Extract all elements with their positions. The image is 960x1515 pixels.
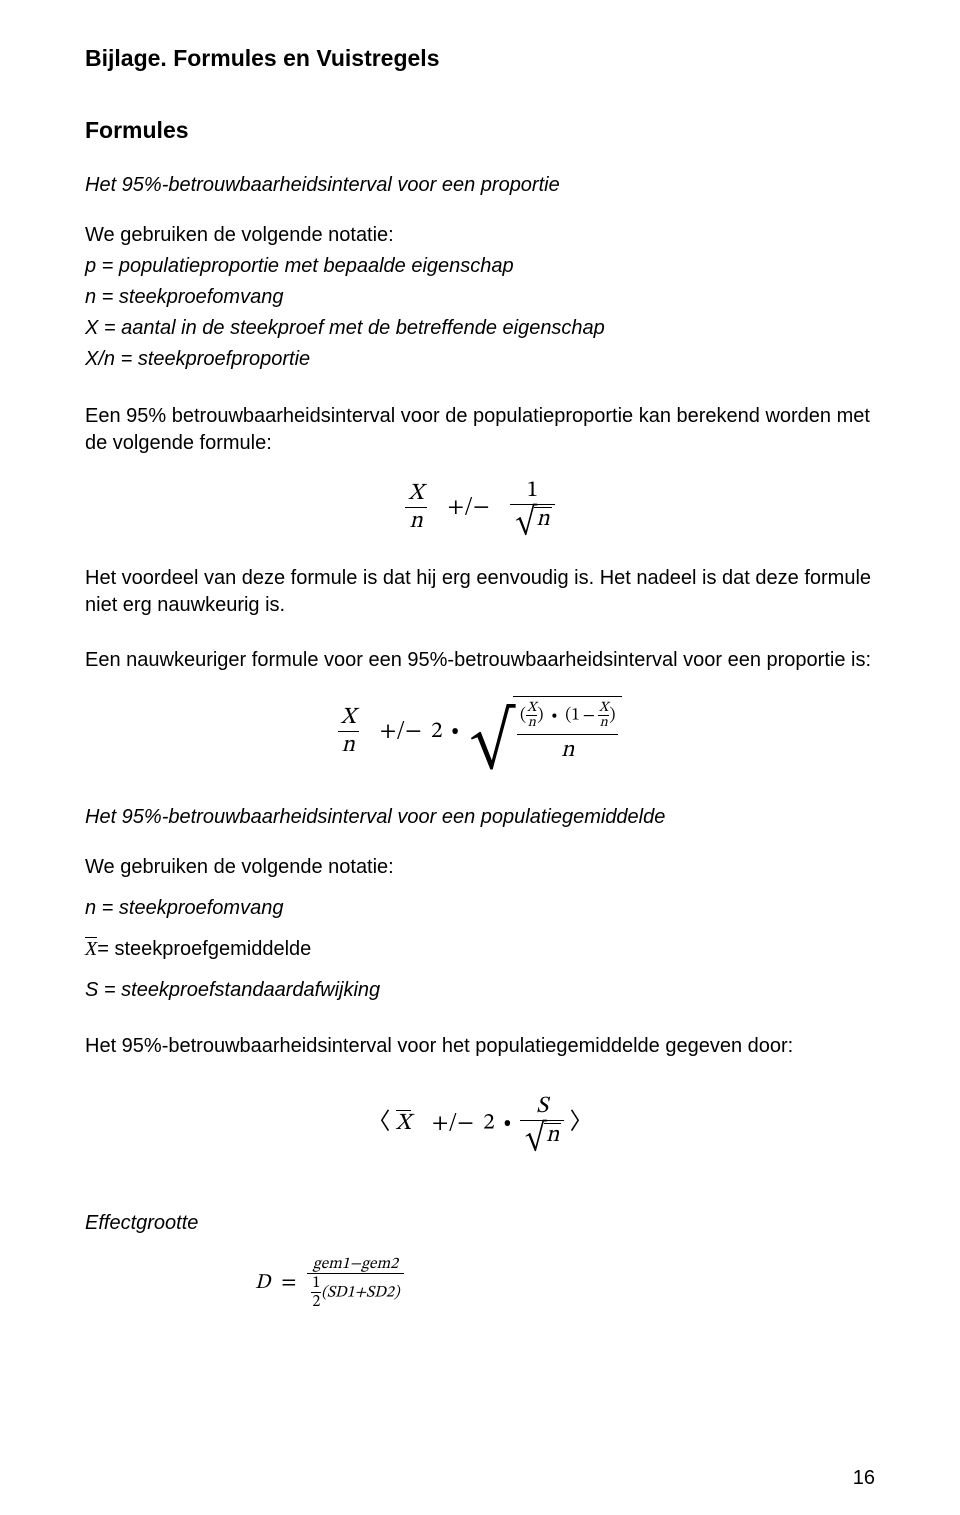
notation2-S: S = steekproefstandaardafwijking: [85, 977, 875, 1004]
f4-half-bot: 2: [311, 1293, 321, 1310]
f3-rangle: 〉: [570, 1109, 593, 1134]
para-ci2: Een nauwkeuriger formule voor een 95%-be…: [85, 647, 875, 674]
f2-close1: ): [537, 708, 543, 725]
notation2-xbar-eq: = steekproefgemiddelde: [97, 938, 311, 960]
notation2-n: n = steekproefomvang: [85, 895, 875, 922]
f3-xbar: X: [396, 1110, 411, 1135]
para-ci1: Een 95% betrouwbaarheidsinterval voor de…: [85, 403, 875, 457]
frac-1-over-sqrtn: 1 n: [510, 479, 554, 535]
formula-ci-mean: 〈 X +/− 2 ∙ S n 〉: [85, 1095, 875, 1151]
frac-X-over-n: X n: [405, 482, 426, 533]
f4-num: gem1−gem2: [313, 1256, 398, 1272]
f3-langle: 〈: [367, 1109, 390, 1134]
notation-n: n = steekproefomvang: [85, 286, 283, 308]
f4-D: D: [255, 1272, 270, 1293]
title-rest: Formules en Vuistregels: [167, 45, 440, 71]
f2-two: 2: [431, 720, 442, 743]
frac-inside-sqrt: (Xn) ∙ (1−Xn) n: [517, 701, 618, 762]
subheading-ci-proportion: Het 95%-betrouwbaarheidsinterval voor ee…: [85, 174, 875, 197]
f3-two: 2: [483, 1112, 494, 1135]
notation-Xn: X/n = steekproefproportie: [85, 348, 310, 370]
f2-X: X: [341, 706, 356, 729]
f3-dot: ∙: [500, 1112, 515, 1135]
notation-block-1: We gebruiken de volgende notatie: p = po…: [85, 222, 875, 373]
f3-pm: +/−: [428, 1112, 478, 1135]
notation2-xbar-line: X= steekproefgemiddelde: [85, 936, 875, 963]
f1-X: X: [408, 482, 423, 505]
f2-dot: ∙: [448, 720, 463, 743]
formula-simple-ci: X n +/− 1 n: [85, 479, 875, 535]
f2-minus: −: [580, 708, 598, 725]
f2-dot2: ∙: [548, 708, 562, 725]
formula-effect-size: D = gem1−gem2 1 2 (SD1+SD2): [85, 1255, 875, 1311]
sqrt-big: (Xn) ∙ (1−Xn) n: [468, 696, 623, 776]
f2-n: n: [342, 734, 355, 757]
f2-one: 1: [571, 708, 579, 725]
f1-sqrtn: n: [536, 508, 549, 531]
xbar-symbol: X: [85, 938, 97, 960]
notation-p: p = populatieproportie met bepaalde eige…: [85, 255, 514, 277]
f2-pm: +/−: [376, 720, 426, 743]
f2-den-n: n: [561, 739, 574, 762]
subheading-ci-mean: Het 95%-betrouwbaarheidsinterval voor ee…: [85, 806, 875, 829]
page-number: 16: [853, 1467, 875, 1490]
f1-pm: +/−: [444, 496, 494, 519]
f3-sqrtn: n: [546, 1124, 559, 1147]
formula-accurate-ci: X n +/− 2 ∙ (Xn) ∙ (1−Xn) n: [85, 696, 875, 776]
notation-X: X = aantal in de steekproef met de betre…: [85, 317, 605, 339]
f1-n: n: [409, 510, 422, 533]
para-advantage: Het voordeel van deze formule is dat hij…: [85, 565, 875, 619]
intro-2: We gebruiken de volgende notatie:: [85, 854, 875, 881]
f4-den-rest: (SD1+SD2): [321, 1284, 399, 1300]
frac-S-over-sqrtn: S n: [520, 1095, 564, 1151]
f3-S: S: [536, 1095, 548, 1118]
f2-close2: ): [609, 708, 615, 725]
subheading-effectsize: Effectgrootte: [85, 1212, 875, 1235]
sqrt-n-3: n: [523, 1123, 561, 1151]
intro-1: We gebruiken de volgende notatie:: [85, 222, 875, 249]
page-title: Bijlage. Formules en Vuistregels: [85, 45, 875, 72]
frac-X-over-n-2: X n: [338, 706, 359, 757]
section-heading-formules: Formules: [85, 117, 875, 144]
f1-one: 1: [510, 479, 554, 505]
f4-half-top: 1: [311, 1275, 321, 1293]
para-ci3: Het 95%-betrouwbaarheidsinterval voor he…: [85, 1033, 875, 1060]
title-prefix: Bijlage.: [85, 45, 167, 71]
f4-half: 1 2: [311, 1275, 321, 1310]
f4-eq: =: [275, 1272, 302, 1293]
sqrt-n-1: n: [513, 507, 551, 535]
